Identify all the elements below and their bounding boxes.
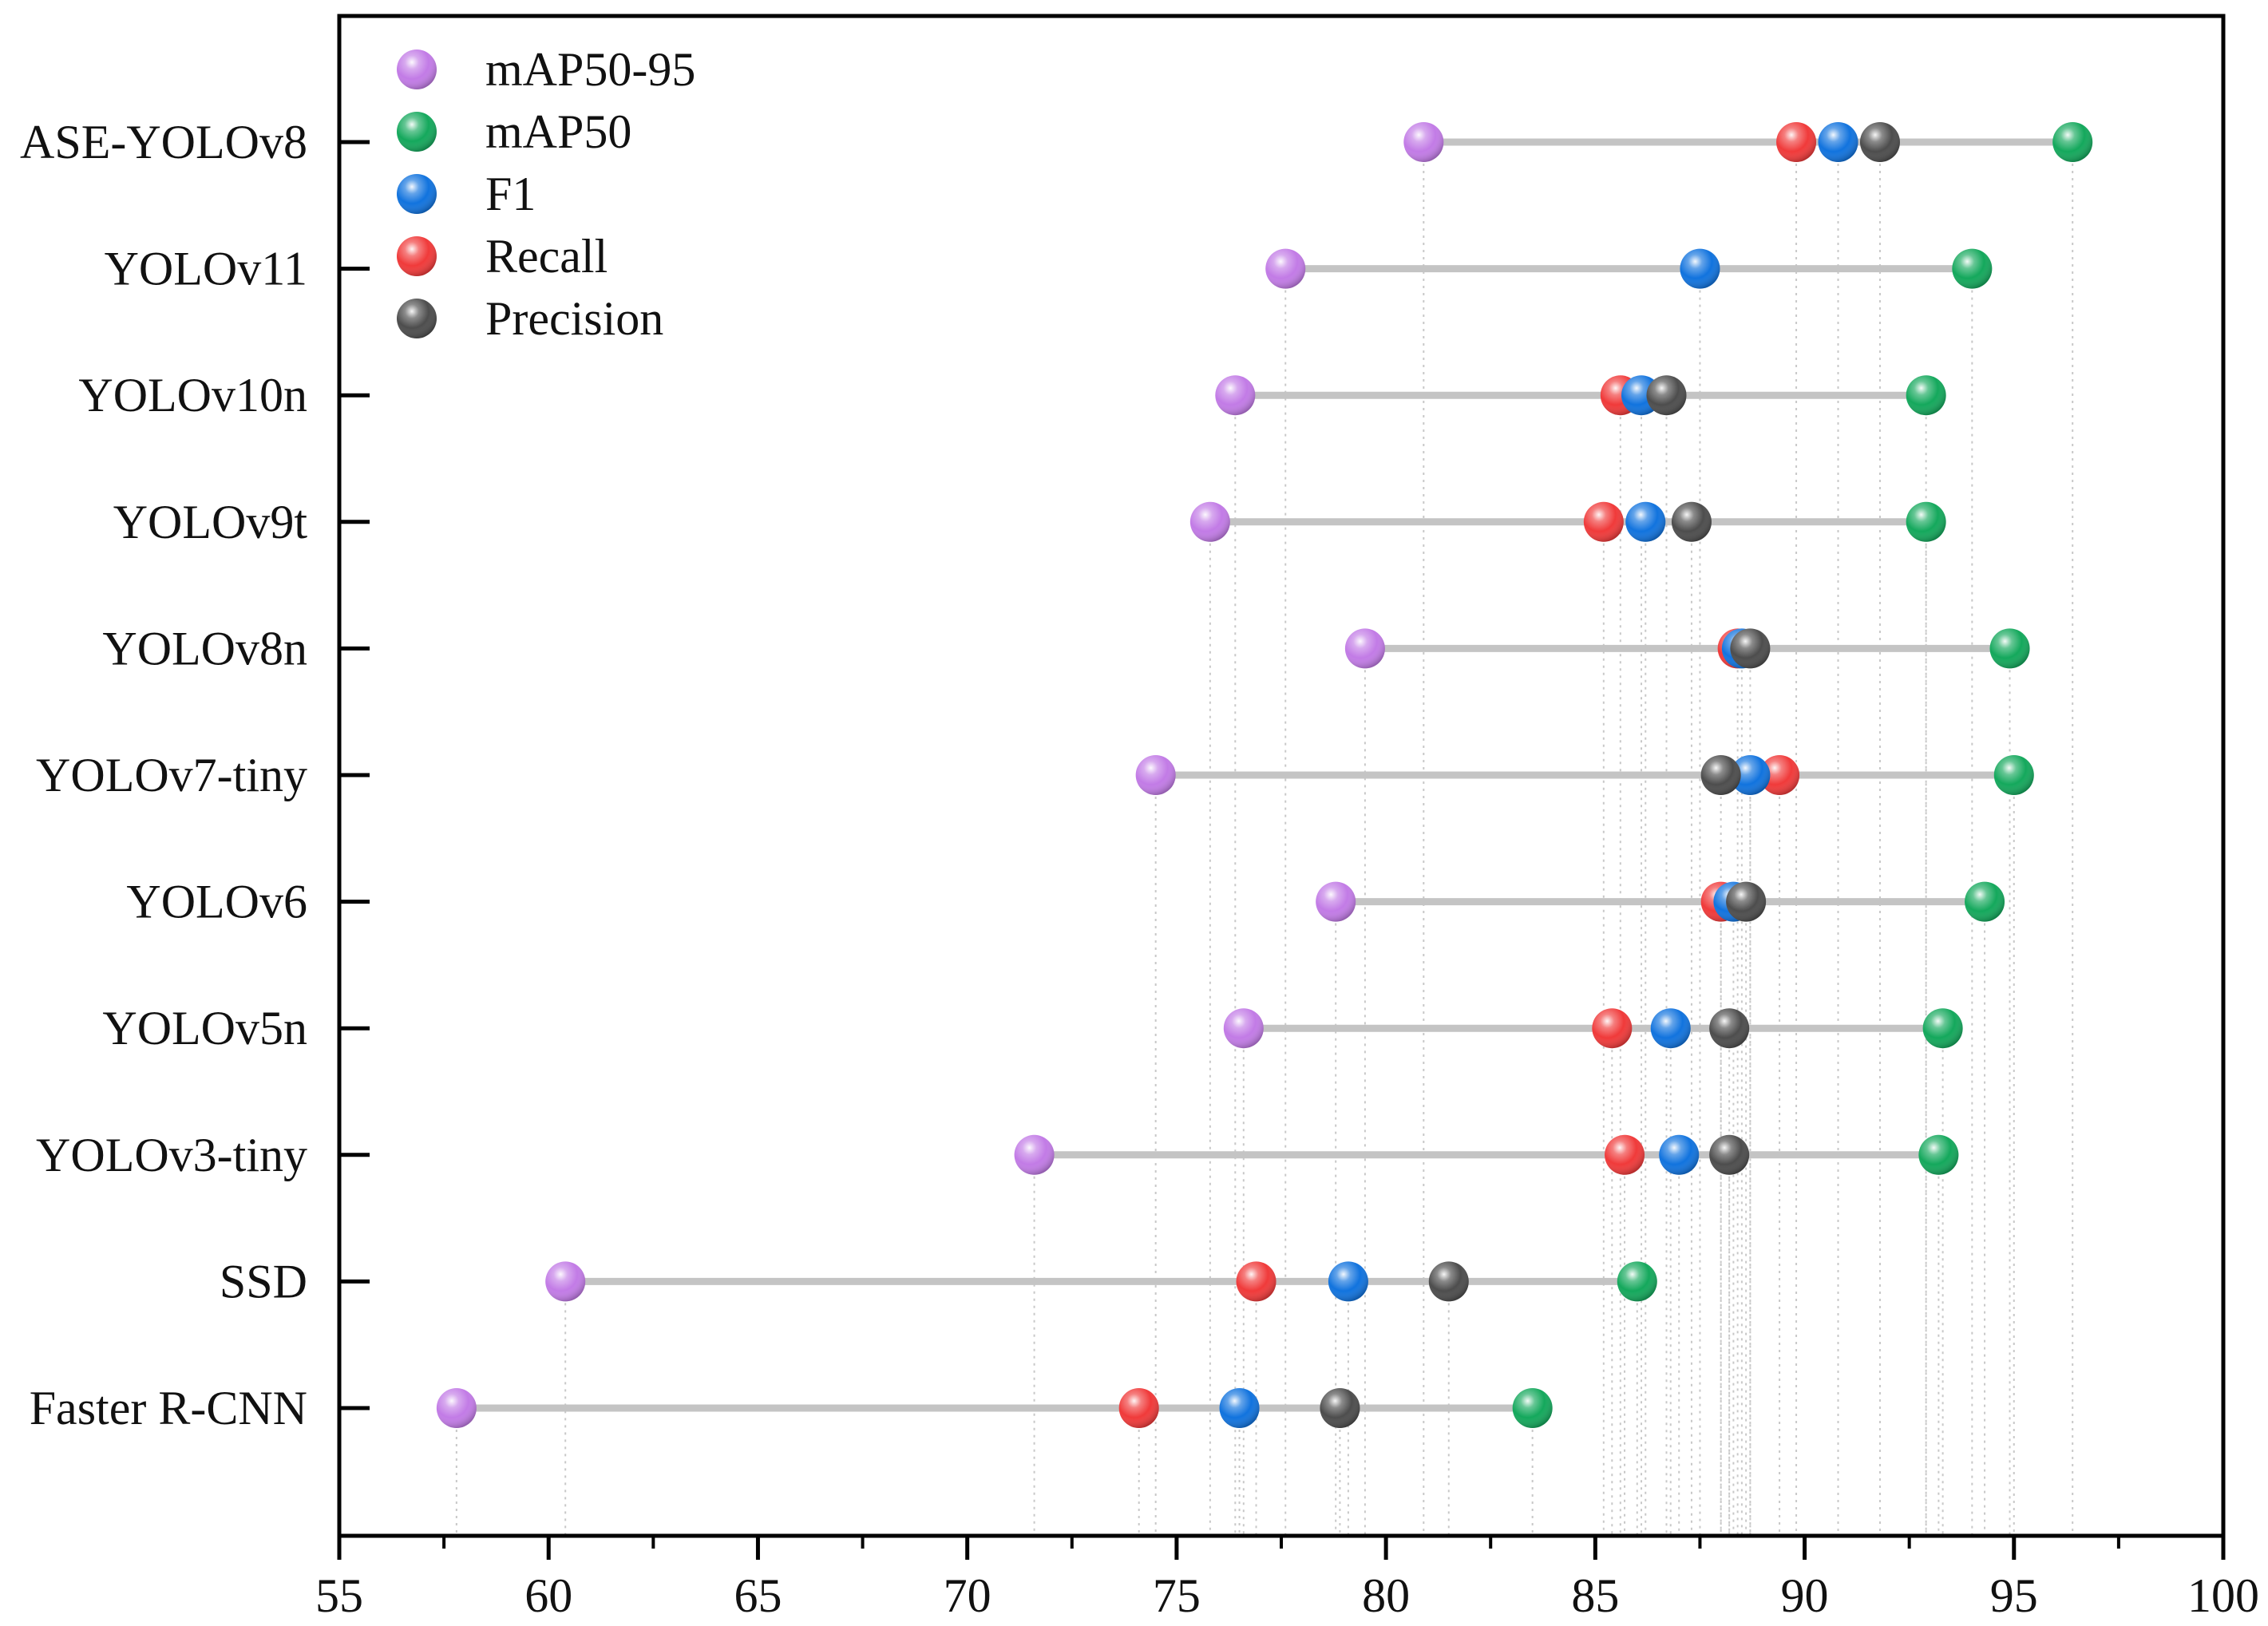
y-tick-label: YOLOv8n [102,622,307,675]
data-point-f1 [1680,248,1720,289]
x-tick-label: 80 [1362,1569,1410,1622]
data-point-recall [1583,501,1624,542]
x-tick-label: 100 [2187,1569,2259,1622]
data-point-recall [1118,1388,1159,1428]
legend-label: mAP50-95 [485,43,695,96]
data-point-precision [1726,881,1767,922]
data-point-f1 [1219,1388,1260,1428]
legend-label: Precision [485,292,663,345]
x-tick-label: 90 [1781,1569,1829,1622]
x-tick-label: 55 [315,1569,363,1622]
axes: ASE-YOLOv8 YOLOv11 YOLOv10n YOLOv9t YOLOv8n Y… [20,116,2259,1622]
x-tick-label: 65 [734,1569,782,1622]
data-point-f1 [1650,1008,1691,1049]
legend-label: F1 [485,168,536,220]
data-point-map50-95 [1223,1008,1264,1049]
data-point-precision [1320,1388,1360,1428]
legend-item: Precision [397,292,663,345]
data-point-f1 [1625,501,1666,542]
data-point-recall [1759,755,1800,795]
data-point-precision [1709,1134,1750,1175]
data-point-map50 [1906,501,1946,542]
legend-item: mAP50-95 [397,43,695,96]
data-point-f1 [1818,122,1858,162]
y-tick-label: YOLOv3-tiny [36,1129,307,1181]
data-point-precision [1646,375,1687,416]
x-tick-label: 85 [1571,1569,1619,1622]
x-tick-label: 75 [1153,1569,1201,1622]
y-tick-label: YOLOv9t [113,496,308,548]
data-point-map50-95 [1189,501,1230,542]
data-point-map50 [1989,628,2030,669]
data-point-map50-95 [1135,755,1176,795]
data-point-recall [1605,1134,1645,1175]
data-point-precision [1859,122,1900,162]
data-point-map50 [1906,375,1946,416]
data-point-f1 [1730,755,1771,795]
data-point-map50-95 [1014,1134,1055,1175]
data-point-recall [1592,1008,1633,1049]
legend: mAP50-95 mAP50 F1 Recall Precision [397,43,695,345]
data-point-map50 [2052,122,2093,162]
data-point-precision [1709,1008,1750,1049]
data-point-precision [1700,755,1741,795]
y-tick-label: YOLOv5n [102,1002,307,1054]
y-tick-label: ASE-YOLOv8 [20,116,307,168]
range-lines [453,138,2076,1412]
y-tick-label: YOLOv10n [78,369,307,421]
data-point-map50-95 [1215,375,1256,416]
legend-label: mAP50 [485,105,631,158]
y-tick-label: YOLOv11 [105,243,307,295]
data-point-precision [1671,501,1712,542]
data-point-map50 [1965,881,2005,922]
y-tick-label: Faster R-CNN [30,1382,307,1434]
data-point-map50 [1617,1261,1657,1302]
data-point-map50 [1993,755,2034,795]
data-point-f1 [1659,1134,1700,1175]
data-point-map50 [1952,248,1993,289]
y-tick-label: YOLOv7-tiny [36,749,307,801]
data-point-map50 [1918,1134,1959,1175]
data-point-map50-95 [1344,628,1385,669]
data-point-recall [1776,122,1817,162]
data-point-map50-95 [1316,881,1356,922]
x-tick-label: 60 [524,1569,572,1622]
y-tick-label: YOLOv6 [126,876,307,928]
legend-item: F1 [397,168,536,220]
x-tick-label: 70 [944,1569,992,1622]
data-point-precision [1730,628,1771,669]
data-point-map50-95 [1403,122,1444,162]
legend-item: Recall [397,230,608,283]
data-point-map50 [1922,1008,1963,1049]
data-point-map50 [1512,1388,1553,1428]
legend-item: mAP50 [397,105,631,158]
data-point-f1 [1328,1261,1368,1302]
data-point-recall [1236,1261,1276,1302]
y-tick-label: SSD [220,1255,307,1308]
data-point-map50-95 [545,1261,586,1302]
data-point-map50-95 [1265,248,1306,289]
legend-label: Recall [485,230,608,283]
data-points [436,122,2093,1428]
dotted-guides [455,142,2074,1536]
data-point-precision [1428,1261,1469,1302]
x-tick-label: 95 [1990,1569,2038,1622]
data-point-map50-95 [436,1388,477,1428]
